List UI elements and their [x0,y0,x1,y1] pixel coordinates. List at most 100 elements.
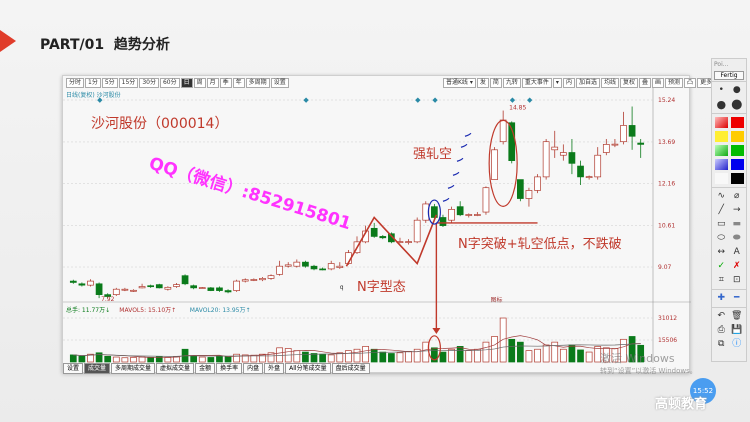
indicator-tab-7[interactable]: 外盘 [264,363,285,374]
indicator-tab-2[interactable]: 多周期成交量 [111,363,156,374]
volume-tick: 15506 [658,337,677,344]
done-button[interactable]: Fertig [714,71,744,80]
color-green[interactable] [731,145,744,156]
candle-body [121,288,129,291]
pen-size-4-icon[interactable]: ● [731,97,743,112]
filled-rectangle-icon[interactable]: ▬ [732,219,741,229]
tool-button-10[interactable]: 叠 [639,78,652,88]
double-arrow-icon[interactable]: ↔ [717,247,726,257]
freehand-icon[interactable]: ∿ [717,191,726,201]
period-tab-9[interactable]: 季 [219,78,232,88]
color-red-light[interactable] [715,117,728,128]
period-tab-7[interactable]: 周 [193,78,206,88]
color-green-light[interactable] [715,145,728,156]
period-tab-2[interactable]: 5分 [101,78,118,88]
save-icon[interactable]: 💾 [731,325,743,335]
tool-button-11[interactable]: 画 [652,78,665,88]
period-tab-11[interactable]: 多周期 [245,78,270,88]
indicator-tab-3[interactable]: 虚拟成交量 [156,363,195,374]
period-tab-3[interactable]: 15分 [118,78,139,88]
print-icon[interactable]: ⎙ [717,325,725,335]
arrow-icon[interactable]: → [732,205,741,215]
pen-size-3-icon[interactable]: ● [716,98,727,111]
stock-name-label: 沙河股份（000014） [91,116,228,132]
tool-button-2[interactable]: 简 [489,78,502,88]
down-arrow-icon [432,328,441,334]
hand-dash-mark [460,143,468,148]
indicator-tab-8[interactable]: All分笔成交量 [285,363,331,374]
tool-button-6[interactable]: 内 [562,78,575,88]
period-tab-6[interactable]: 日 [180,78,193,88]
tool-button-1[interactable]: 发 [476,78,489,88]
minus-icon[interactable]: ━ [734,293,740,303]
text-icon[interactable]: A [733,247,740,257]
tool-button-5[interactable]: ▾ [552,78,562,88]
period-tab-10[interactable]: 年 [232,78,245,88]
info-icon[interactable]: ⓘ [732,339,742,349]
period-tab-5[interactable]: 60分 [159,78,180,88]
candle-body [310,265,318,270]
ellipse-icon[interactable]: ⬭ [717,233,726,243]
tool-button-9[interactable]: 复权 [619,78,638,88]
volume-bar [542,344,550,363]
color-blue-light[interactable] [715,159,728,170]
color-yellow-light[interactable] [715,131,728,142]
color-yellow[interactable] [731,131,744,142]
tool-button-13[interactable]: 凸 [684,78,697,88]
volume-bar [319,353,326,363]
indicator-tab-1[interactable]: 成交量 [84,363,111,374]
tool-button-7[interactable]: 加自选 [575,78,600,88]
period-tab-1[interactable]: 1分 [85,78,101,88]
volume-header-total: 总手: 11.77万↓ [66,306,110,314]
clock-badge: 15:52 [690,378,716,404]
filled-ellipse-icon[interactable]: ⬬ [732,233,741,243]
copy-icon[interactable]: ⧉ [718,339,725,349]
event-marker-icon: ◆ [303,96,309,104]
event-marker-icon: ◆ [510,96,516,104]
period-tab-4[interactable]: 30分 [139,78,159,88]
line-icon[interactable]: ╱ [718,205,724,215]
indicator-tab-0[interactable]: 设置 [63,363,84,374]
period-tab-0[interactable]: 分时 [66,78,85,88]
indicator-tab-9[interactable]: 盘后成交量 [331,363,370,374]
period-tab-12[interactable]: 设置 [270,78,289,88]
color-red[interactable] [731,117,744,128]
rectangle-icon[interactable]: ▭ [716,219,726,229]
candle-body [207,287,215,291]
undo-icon[interactable]: ↶ [717,311,726,321]
tool-button-8[interactable]: 均线 [600,78,619,88]
color-white[interactable] [715,173,728,184]
volume-bar [594,346,602,363]
cross-icon[interactable]: ✗ [732,261,741,271]
volume-bar [620,338,627,363]
candle-body [112,288,120,295]
color-blue[interactable] [731,159,744,170]
indicator-tab-4[interactable]: 金额 [195,363,216,374]
plus-icon[interactable]: ✚ [717,293,726,303]
pen-size-1-icon[interactable]: • [718,85,724,95]
crop-icon[interactable]: ⌗ [718,275,724,285]
zoom-region-icon[interactable]: ⊡ [732,275,741,285]
tool-button-12[interactable]: 预测 [665,78,684,88]
color-black[interactable] [731,173,744,184]
candlestick-chart[interactable]: 15.24 13.69 12.16 10.61 9.07 ◆ ◆ ◆ ◆ ◆ ◆ 7.92 14.85 q… [63,76,691,374]
draw-tools: ∿ ⌀ ╱ → ▭ ▬ ⬭ ⬬ ↔ A ✓ ✗ ⌗ ⊡ [712,187,746,289]
indicator-tab-6[interactable]: 内盘 [243,363,264,374]
tool-button-0[interactable]: 普通K线 ▾ [443,78,476,88]
candle-body [78,283,86,286]
trash-icon[interactable]: 🗑 [731,311,743,321]
mavol5-line [73,335,641,358]
candle-body [95,283,103,295]
pen-size-2-icon[interactable]: ● [732,85,741,95]
period-tab-8[interactable]: 月 [206,78,219,88]
qq-watermark: QQ（微信）:852915801 [147,153,354,235]
tool-button-4[interactable]: 重大事件 [521,78,552,88]
event-marker-icon: ◆ [527,96,533,104]
check-icon[interactable]: ✓ [717,261,726,271]
indicator-tab-5[interactable]: 换手率 [216,363,243,374]
candle-body [190,285,198,289]
volume-bar [138,356,146,363]
eraser-icon[interactable]: ⌀ [734,191,740,201]
candle-body [637,142,645,145]
tool-button-3[interactable]: 九转 [502,78,521,88]
